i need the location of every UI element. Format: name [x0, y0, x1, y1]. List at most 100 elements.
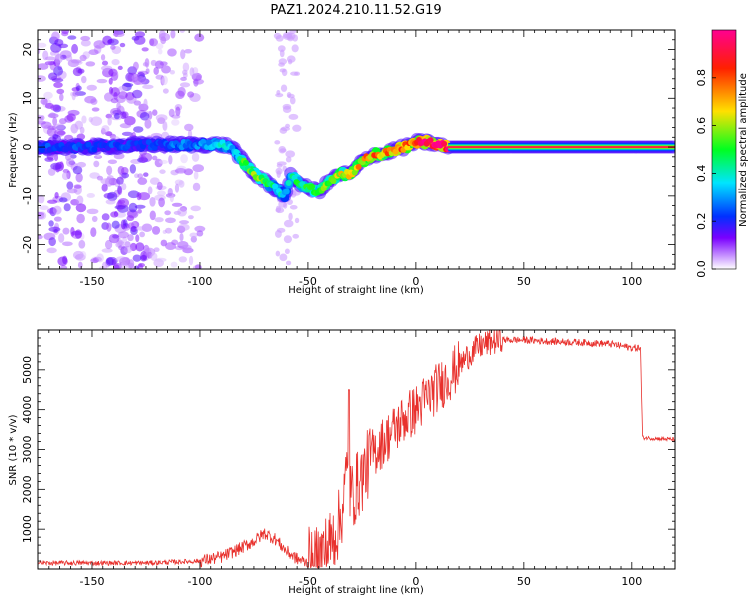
noise-blob [112, 31, 125, 38]
noise-blob [50, 104, 60, 111]
noise-blob [67, 35, 77, 40]
noise-blob [179, 30, 185, 33]
noise-blob [38, 63, 49, 70]
x-tick-label: 0 [412, 575, 419, 588]
ridge-point [441, 140, 448, 147]
noise-blob [286, 32, 296, 40]
noise-blob [80, 39, 91, 47]
noise-blob [54, 39, 64, 47]
noise-blob [77, 68, 85, 74]
x-tick-label: 50 [517, 275, 531, 288]
noise-blob [121, 172, 129, 179]
noise-blob [127, 190, 140, 199]
noise-blob [137, 173, 144, 179]
noise-blob [38, 211, 45, 216]
figure-title: PAZ1.2024.210.11.52.G19 [270, 3, 441, 18]
noise-blob [44, 61, 56, 66]
noise-blob [63, 203, 71, 212]
noise-blob [283, 235, 293, 244]
noise-blob [105, 199, 116, 205]
noise-blob [135, 234, 140, 243]
noise-blob [287, 59, 293, 65]
noise-blob [152, 109, 158, 116]
noise-blob [277, 45, 286, 52]
colorbar-tick-label: 0.6 [695, 117, 708, 135]
noise-blob [134, 204, 146, 209]
noise-blob [58, 197, 68, 203]
noise-blob [179, 82, 191, 88]
noise-blob [149, 210, 156, 221]
noise-blob [182, 62, 190, 72]
noise-blob [75, 203, 87, 213]
noise-blob [54, 53, 63, 64]
noise-blob [169, 70, 175, 75]
noise-blob [189, 232, 198, 238]
noise-blob [192, 164, 204, 173]
noise-blob [175, 90, 185, 100]
noise-blob [108, 77, 113, 85]
x-tick-label: -50 [299, 275, 317, 288]
noise-blob [117, 165, 125, 175]
noise-blob [180, 154, 188, 164]
noise-blob [189, 67, 195, 77]
noise-blob [165, 227, 173, 234]
noise-blob [78, 239, 86, 249]
noise-blob [191, 152, 200, 162]
noise-blob [274, 230, 282, 238]
noise-blob [194, 33, 205, 42]
noise-blob [43, 91, 53, 100]
noise-blob [61, 171, 70, 181]
noise-blob [113, 262, 123, 269]
snr-axes: -150 -100 -50 0 50 100 1000 2000 3000 4000 5000 [21, 329, 676, 588]
noise-blob [57, 256, 68, 267]
noise-blob [158, 159, 168, 165]
noise-blob [289, 204, 298, 210]
noise-blob [117, 186, 123, 196]
noise-blob [159, 169, 166, 174]
noise-blob [81, 75, 87, 84]
noise-blob [149, 38, 158, 47]
noise-blob [86, 84, 97, 91]
noise-blob [156, 181, 163, 191]
noise-blob [170, 30, 176, 39]
noise-blob [106, 222, 112, 232]
noise-blob [62, 241, 73, 247]
noise-blob [275, 205, 282, 213]
snr-xlabel: Height of straight line (km) [288, 585, 424, 596]
noise-blob [70, 154, 77, 159]
y-tick-label: 20 [21, 43, 34, 57]
noise-blob [132, 61, 139, 71]
noise-blob [65, 54, 73, 62]
noise-blob [165, 242, 177, 251]
noise-blob [117, 239, 124, 246]
noise-blob [155, 257, 167, 263]
ridge-point [427, 137, 434, 144]
noise-blob [292, 233, 300, 239]
noise-blob [59, 93, 64, 102]
noise-blob [174, 183, 180, 193]
noise-blob [110, 98, 119, 104]
noise-blob [54, 192, 59, 199]
noise-blob [162, 121, 168, 132]
noise-blob [101, 60, 109, 66]
noise-blob [175, 106, 181, 117]
noise-blob [79, 54, 87, 62]
noise-blob [123, 82, 134, 88]
noise-blob [118, 245, 123, 251]
ridge-point [351, 169, 358, 176]
noise-blob [278, 62, 285, 67]
noise-blob [136, 192, 142, 201]
snr-ylabel: SNR (10 * v/v) [8, 414, 19, 485]
noise-blob [90, 98, 98, 105]
noise-blob [106, 175, 114, 180]
noise-blob [100, 178, 112, 185]
noise-blob [294, 71, 301, 76]
noise-blob [153, 66, 159, 75]
x-tick-label: -100 [187, 275, 212, 288]
noise-blob [149, 177, 160, 185]
noise-blob [179, 233, 184, 242]
noise-blob [285, 156, 292, 163]
noise-blob [90, 227, 97, 238]
noise-blob [48, 112, 56, 118]
noise-blob [162, 88, 169, 94]
